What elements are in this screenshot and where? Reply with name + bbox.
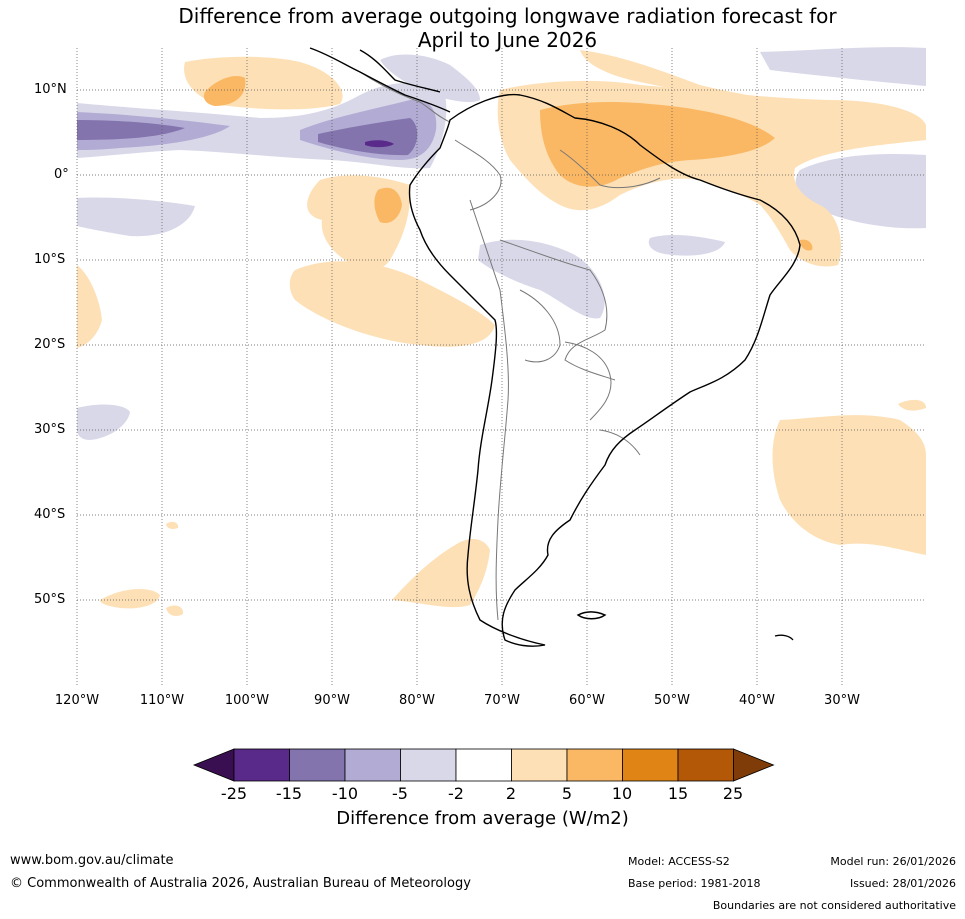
lon-label-60w: 60°W <box>569 693 605 708</box>
border-guianas <box>559 149 661 189</box>
colorbar-tick-label: 15 <box>667 784 689 803</box>
lon-label-50w: 50°W <box>654 693 690 708</box>
anomaly-region-pos-patagonia <box>392 538 490 608</box>
colorbar-tick-label: 25 <box>722 784 744 803</box>
lon-label-30w: 30°W <box>824 693 860 708</box>
anomaly-region-neg-panama-core <box>318 118 418 156</box>
country-borders <box>359 71 661 621</box>
coastlines <box>309 47 801 647</box>
coastline-south-georgia <box>774 634 794 641</box>
coastline-central-america <box>309 47 451 113</box>
border-paraguay <box>564 341 612 421</box>
colorbar-tick-label: -2 <box>448 784 464 803</box>
colorbar-tick-label: -5 <box>392 784 408 803</box>
lon-label-70w: 70°W <box>484 693 520 708</box>
anomaly-region-pos-east-pac <box>307 175 411 270</box>
anomaly-region-neg-amazon <box>478 239 605 319</box>
border-uruguay <box>599 429 641 456</box>
anomaly-region-pos-se-pac-2 <box>166 605 184 616</box>
border-bolivia <box>519 289 561 363</box>
lat-label-0: 0° <box>54 167 69 182</box>
anomaly-region-neg-atlantic <box>795 153 926 229</box>
anomaly-region-pos-southeast-pac <box>289 261 495 347</box>
anomaly-region-pos-guyana-core <box>540 102 775 187</box>
anomaly-region-pos-top-belt <box>580 50 800 108</box>
border-colombia <box>454 139 502 211</box>
lat-label-30s: 30°S <box>34 422 66 437</box>
border-brazil-west <box>499 239 616 381</box>
anomaly-region-neg-topright <box>760 47 926 86</box>
chart-title: Difference from average outgoing longwav… <box>0 4 965 52</box>
anomaly-region-pos-north-pac-core <box>203 75 246 106</box>
anomaly-region-neg-pacific-core <box>77 120 185 140</box>
border-central-am <box>359 71 451 123</box>
footer-copyright: © Commonwealth of Australia 2026, Austra… <box>10 876 471 891</box>
anomaly-region-neg-tropic-pac <box>77 197 195 237</box>
lon-label-110w: 110°W <box>139 693 185 708</box>
lat-label-10n: 10°N <box>34 82 67 97</box>
lat-label-20s: 20°S <box>34 337 66 352</box>
lon-label-90w: 90°W <box>314 693 350 708</box>
lon-label-80w: 80°W <box>399 693 435 708</box>
title-line-1: Difference from average outgoing longwav… <box>178 4 837 28</box>
anomaly-region-pos-brazil-east <box>800 239 813 251</box>
colorbar-tick-label: -25 <box>220 784 248 803</box>
footer-url[interactable]: www.bom.gov.au/climate <box>10 853 174 868</box>
coastline-caribbean <box>359 49 441 93</box>
lon-label-100w: 100°W <box>224 693 270 708</box>
anomaly-region-neg-south-pac <box>77 404 130 440</box>
anomaly-shading <box>77 47 926 616</box>
colorbar-label: Difference from average (W/m2) <box>336 808 629 829</box>
footer-base-period: Base period: 1981-2018 <box>628 877 761 890</box>
anomaly-region-pos-south-atl-2 <box>898 399 926 411</box>
colorbar-tick-label: -10 <box>331 784 359 803</box>
anomaly-region-neg-panama-peak <box>365 140 394 148</box>
border-andes <box>469 199 509 621</box>
colorbar-tick-label: 2 <box>505 784 517 803</box>
lat-label-50s: 50°S <box>34 592 66 607</box>
footer-model-run: Model run: 26/01/2026 <box>830 855 956 868</box>
lat-label-40s: 40°S <box>34 507 66 522</box>
footer-issued: Issued: 28/01/2026 <box>849 877 956 890</box>
anomaly-region-pos-south-atl <box>772 415 926 555</box>
lon-label-120w: 120°W <box>54 693 100 708</box>
anomaly-region-pos-se-pac <box>100 588 160 609</box>
gridlines <box>76 48 926 685</box>
colorbar-tick-label: 5 <box>561 784 573 803</box>
anomaly-region-pos-small <box>166 521 179 529</box>
colorbar-tick-label: -15 <box>275 784 303 803</box>
title-line-2: April to June 2026 <box>417 28 598 52</box>
lon-label-40w: 40°W <box>739 693 775 708</box>
footer-model: Model: ACCESS-S2 <box>628 855 730 868</box>
anomaly-region-neg-brazil <box>648 235 725 256</box>
lat-label-10s: 10°S <box>34 252 66 267</box>
footer-boundaries-note: Boundaries are not considered authoritat… <box>712 899 956 912</box>
anomaly-region-pos-east-pac-core <box>374 187 402 224</box>
coastline-south-america <box>408 93 801 647</box>
coastline-falklands <box>576 611 607 620</box>
anomaly-region-pos-west-edge <box>77 265 102 348</box>
colorbar-tick-label: 10 <box>611 784 633 803</box>
